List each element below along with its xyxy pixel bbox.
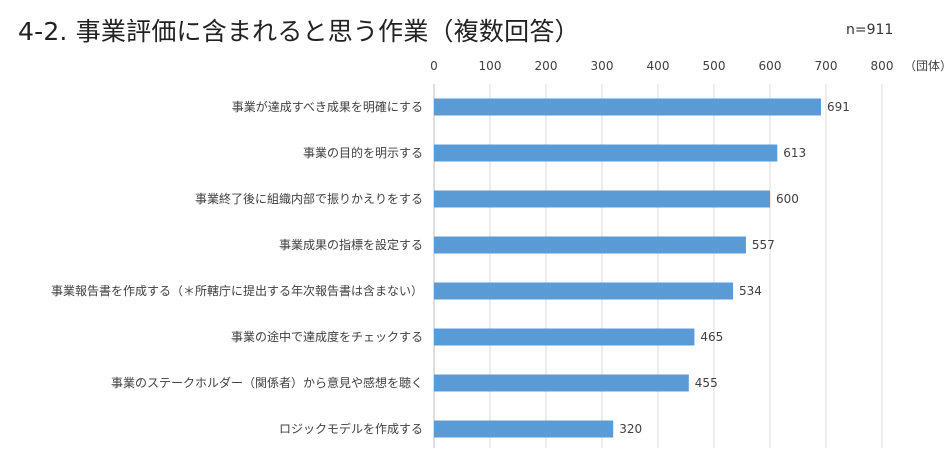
category-label: 事業報告書を作成する（＊所轄庁に提出する年次報告書は含まない） xyxy=(51,283,423,298)
unit-label: （団体） xyxy=(904,59,947,73)
bar xyxy=(434,236,746,254)
bar xyxy=(434,98,821,116)
sample-size-note: n=911 xyxy=(846,22,894,38)
chart-title: 4-2. 事業評価に含まれると思う作業（複数回答） xyxy=(18,17,580,46)
data-label: 600 xyxy=(776,192,799,206)
category-label: 事業終了後に組織内部で振りかえりをする xyxy=(195,191,423,206)
data-label: 455 xyxy=(695,376,718,390)
category-label: 事業の目的を明示する xyxy=(303,145,423,160)
category-label: 事業が達成すべき成果を明確にする xyxy=(232,99,423,114)
category-label: 事業のステークホルダー（関係者）から意見や感想を聴く xyxy=(111,375,423,390)
data-label: 534 xyxy=(739,284,762,298)
x-tick-label: 500 xyxy=(703,59,726,73)
x-tick-label: 800 xyxy=(871,59,894,73)
bar xyxy=(434,282,734,300)
x-tick-label: 200 xyxy=(535,59,558,73)
x-tick-label: 400 xyxy=(647,59,670,73)
x-tick-label: 600 xyxy=(759,59,782,73)
data-label: 320 xyxy=(619,422,642,436)
bar xyxy=(434,328,695,346)
category-label: 事業成果の指標を設定する xyxy=(279,237,423,252)
x-tick-label: 300 xyxy=(591,59,614,73)
data-label: 465 xyxy=(700,330,723,344)
bar xyxy=(434,144,778,162)
x-tick-label: 100 xyxy=(479,59,502,73)
bar xyxy=(434,190,770,208)
bar xyxy=(434,374,689,392)
x-tick-label: 700 xyxy=(815,59,838,73)
data-label: 613 xyxy=(783,146,806,160)
category-label: 事業の途中で達成度をチェックする xyxy=(231,329,423,344)
data-label: 691 xyxy=(827,100,850,114)
x-tick-label: 0 xyxy=(430,59,438,73)
bar xyxy=(434,420,614,438)
category-label: ロジックモデルを作成する xyxy=(279,421,423,436)
data-label: 557 xyxy=(752,238,775,252)
